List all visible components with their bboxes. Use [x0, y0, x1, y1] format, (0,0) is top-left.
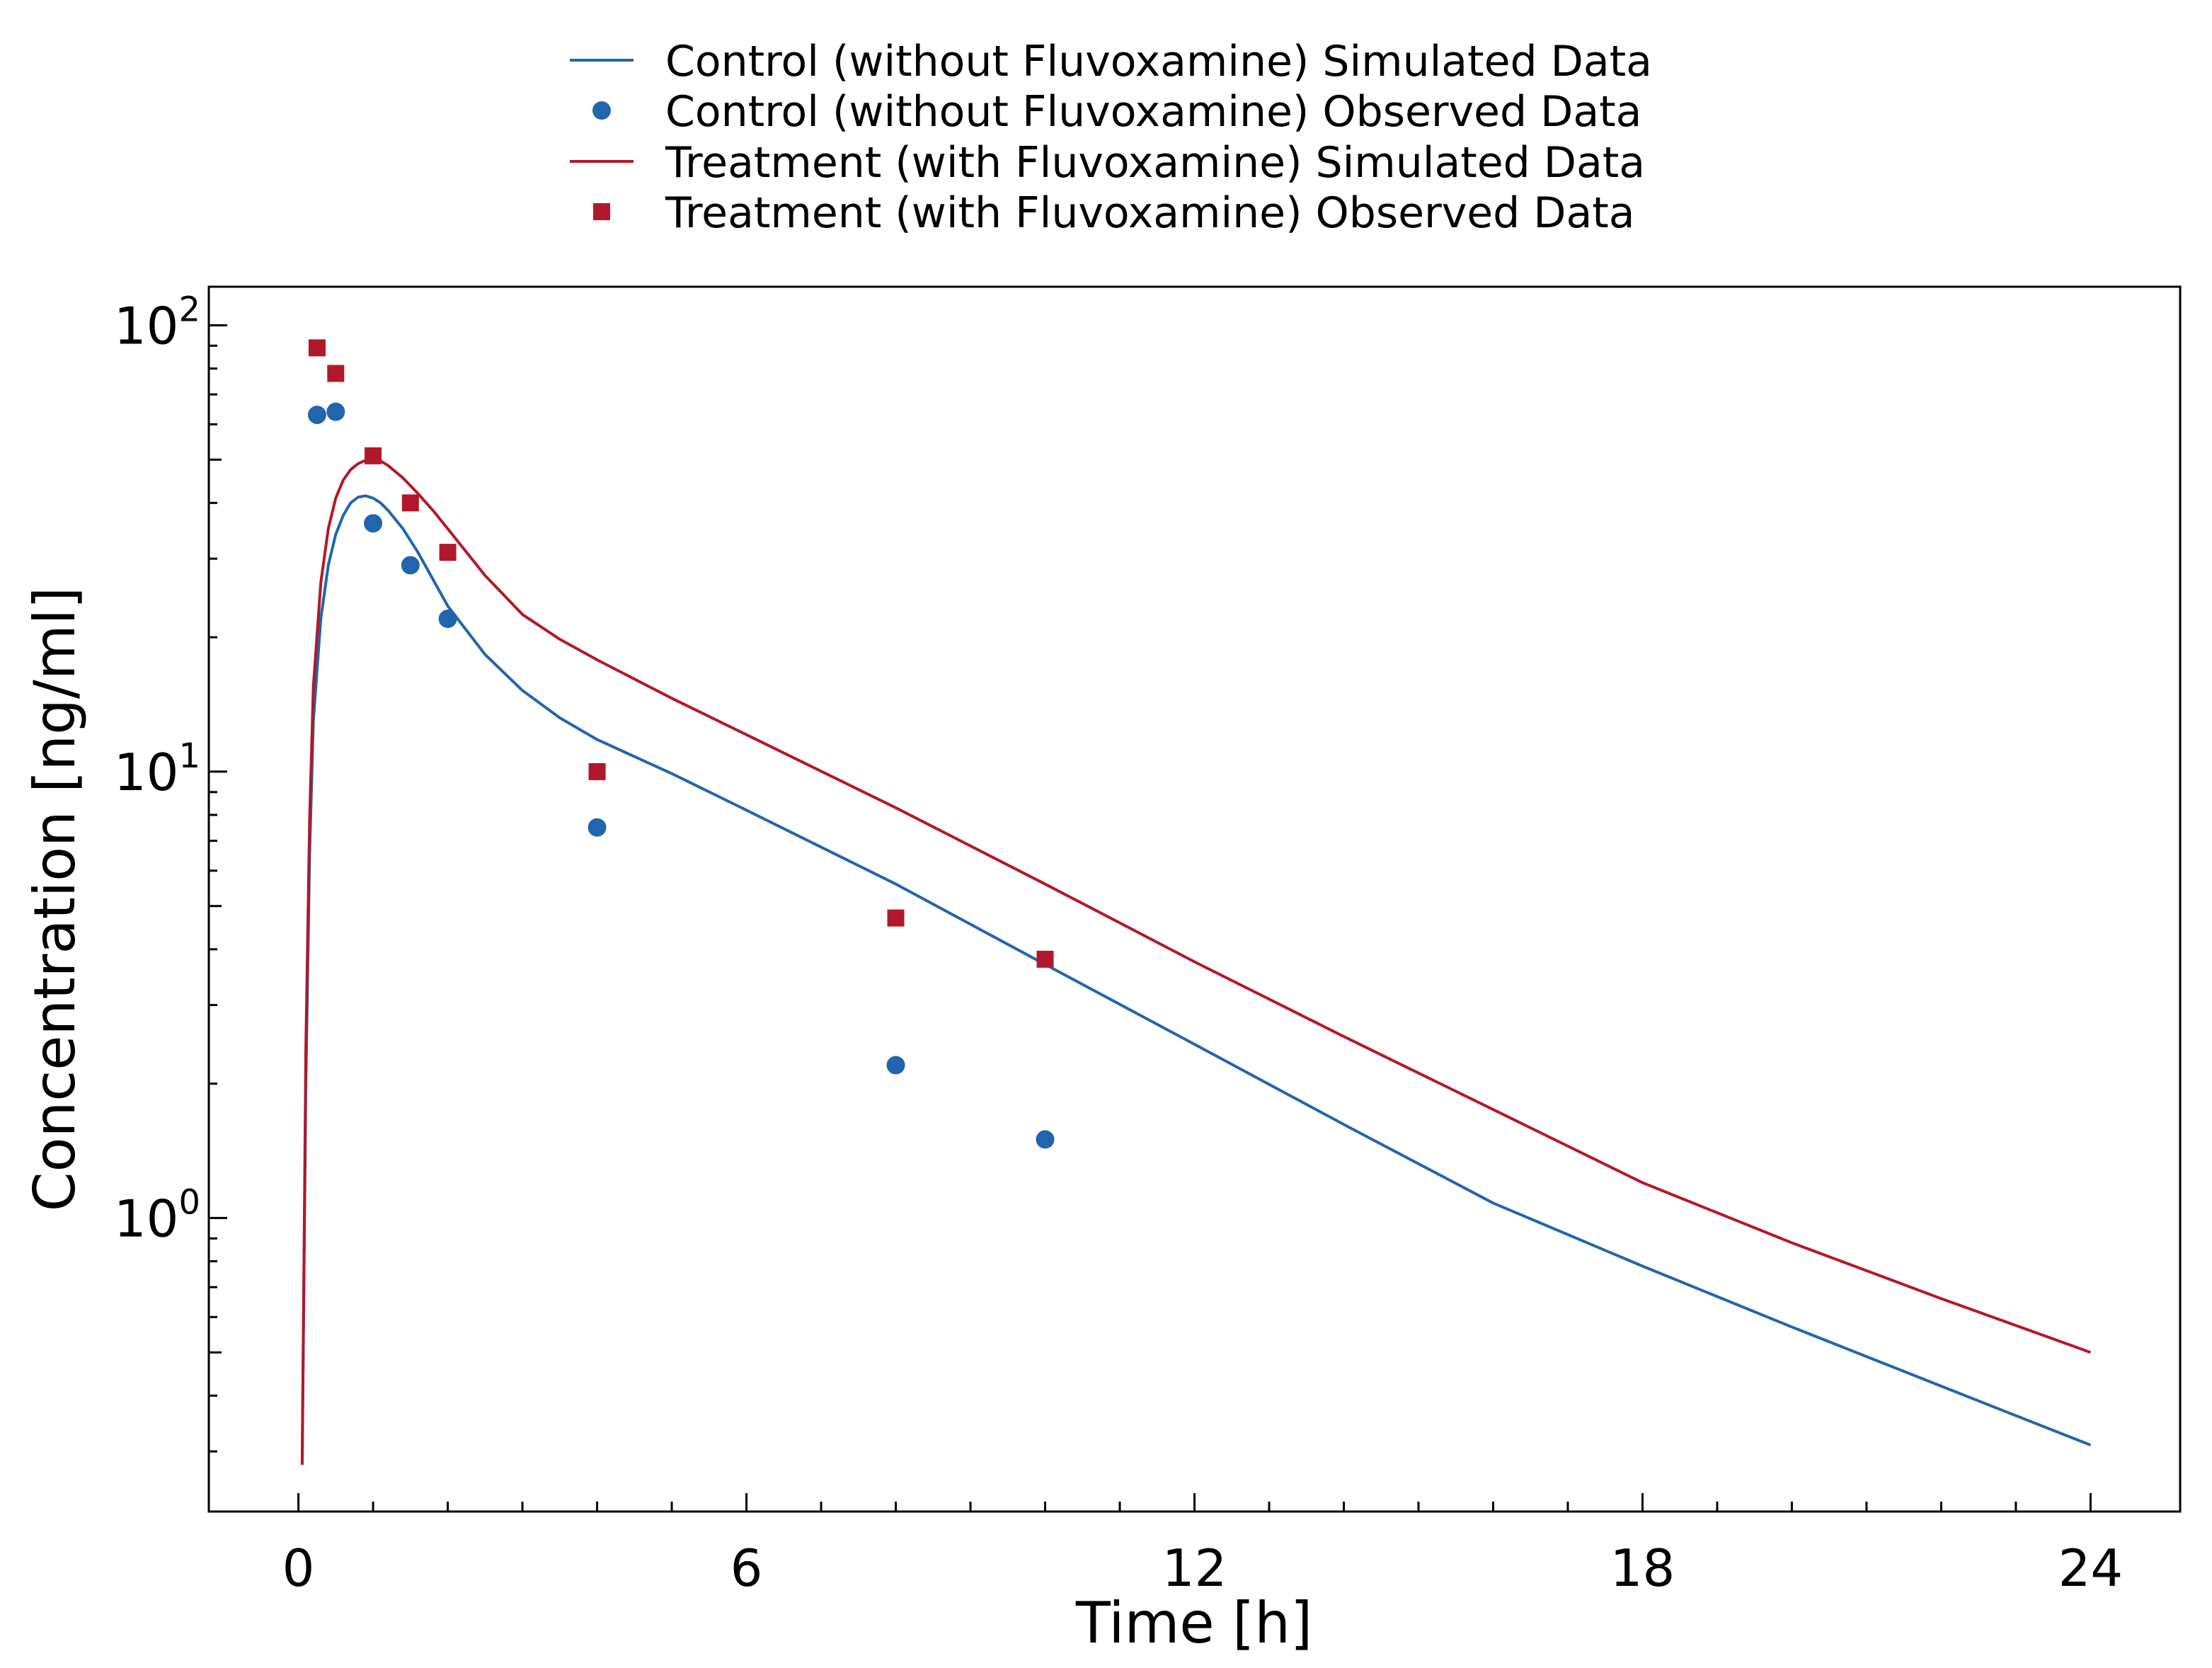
legend-swatch-treatment-observed — [593, 203, 610, 220]
data-point — [438, 610, 457, 629]
legend-item-control-simulated: Control (without Fluvoxamine) Simulated … — [570, 37, 1652, 86]
legend-swatch-control-observed — [592, 101, 611, 120]
legend-label-treatment-observed: Treatment (with Fluvoxamine) Observed Da… — [665, 188, 1635, 238]
data-point — [401, 556, 420, 575]
x-tick-label: 0 — [282, 1538, 315, 1598]
data-point — [308, 339, 326, 357]
x-axis-label: Time [h] — [1075, 1590, 1312, 1656]
data-point — [365, 447, 382, 464]
series-layer — [300, 339, 2092, 1466]
series-line — [300, 494, 2092, 1466]
legend-item-treatment-simulated: Treatment (with Fluvoxamine) Simulated D… — [570, 138, 1645, 188]
legend-item-control-observed: Control (without Fluvoxamine) Observed D… — [592, 87, 1641, 137]
legend-label-treatment-simulated: Treatment (with Fluvoxamine) Simulated D… — [665, 138, 1645, 188]
data-point — [401, 494, 419, 512]
data-point — [588, 818, 607, 837]
x-tick-label: 6 — [730, 1538, 763, 1598]
x-tick-label: 18 — [1610, 1538, 1675, 1598]
data-point — [307, 405, 326, 424]
plot-frame — [207, 285, 2182, 1513]
data-point — [439, 544, 457, 561]
data-point — [326, 402, 345, 421]
data-point — [588, 762, 606, 780]
y-tick-label: 101 — [114, 736, 200, 802]
legend: Control (without Fluvoxamine) Simulated … — [570, 37, 1652, 238]
y-axis-label: Concentration [ng/ml] — [22, 587, 88, 1211]
data-point — [887, 909, 905, 927]
legend-item-treatment-observed: Treatment (with Fluvoxamine) Observed Da… — [593, 188, 1635, 238]
data-point — [364, 514, 383, 533]
data-point — [1036, 1130, 1055, 1149]
x-tick-label: 12 — [1162, 1538, 1227, 1598]
legend-label-control-observed: Control (without Fluvoxamine) Observed D… — [665, 87, 1641, 137]
x-axis-ticks: 0 6 12 18 24 — [282, 1493, 2124, 1598]
y-tick-label: 102 — [114, 290, 200, 355]
y-tick-label: 100 — [114, 1182, 200, 1248]
series-line — [300, 458, 2092, 1466]
series-1 — [307, 402, 1055, 1149]
series-2 — [300, 458, 2092, 1466]
legend-label-control-simulated: Control (without Fluvoxamine) Simulated … — [665, 37, 1652, 86]
data-point — [327, 365, 345, 382]
plot-area: 0 6 12 18 24 100 101 102 — [114, 285, 2182, 1598]
y-axis-ticks: 100 101 102 — [114, 290, 227, 1453]
data-point — [886, 1056, 905, 1075]
series-0 — [300, 494, 2092, 1466]
x-tick-label: 24 — [2058, 1538, 2124, 1598]
data-point — [1036, 950, 1054, 968]
series-3 — [308, 339, 1054, 968]
